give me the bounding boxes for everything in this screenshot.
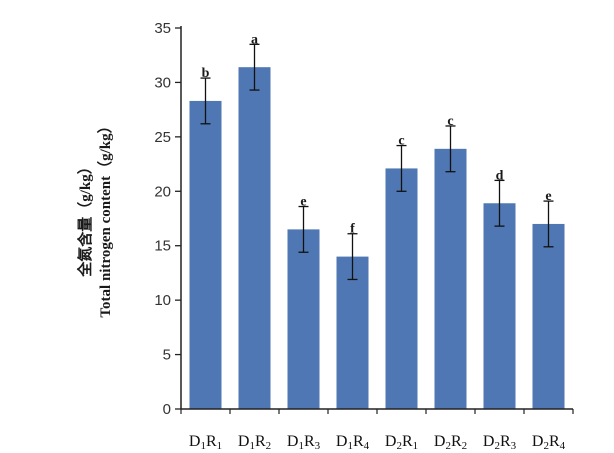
x-tick-label-D1R4: D1R4: [336, 433, 370, 452]
error-bar-D1R2: [249, 43, 260, 91]
significance-letter-D2R3: d: [496, 168, 504, 183]
error-bar-D2R1: [396, 144, 407, 192]
significance-letter-D1R1: b: [202, 66, 210, 81]
bar-D2R4: [532, 223, 565, 409]
x-axis-tick-labels: D1R1 D1R2 D1R3 D1R4 D2R1 D2R2 D2R3 D2R4: [189, 433, 566, 452]
bar-D1R3: [287, 229, 320, 409]
error-bar-D2R4: [543, 200, 554, 248]
significance-letters: b a e f c c d e: [202, 32, 552, 236]
error-bar-D2R3: [494, 179, 505, 227]
y-tick-label-35: 35: [154, 20, 171, 37]
bar-D1R4: [336, 256, 369, 409]
error-bar-D1R1: [200, 77, 211, 125]
x-tick-label-D2R2: D2R2: [434, 433, 467, 452]
axes: [180, 26, 574, 414]
y-tick-label-20: 20: [154, 183, 171, 200]
x-tick-label-D1R2: D1R2: [238, 433, 271, 452]
error-bar-D1R3: [298, 205, 309, 253]
y-tick-label-25: 25: [154, 129, 171, 146]
x-tick-label-D2R3: D2R3: [483, 433, 517, 452]
error-bars: [200, 43, 554, 281]
y-tick-label-30: 30: [154, 74, 171, 91]
x-tick-label-D2R4: D2R4: [532, 433, 566, 452]
bar-D2R2: [434, 148, 467, 409]
y-axis-label: 全氮含量（g/kg） Total nitrogen content（g/kg）: [76, 118, 114, 317]
bar-D2R3: [483, 203, 516, 409]
bar-D1R1: [189, 100, 222, 409]
y-axis-label-chinese: 全氮含量（g/kg）: [76, 159, 94, 278]
error-bar-D1R4: [347, 233, 358, 281]
x-tick-label-D1R3: D1R3: [287, 433, 321, 452]
y-tick-label-5: 5: [163, 347, 171, 364]
significance-letter-D1R4: f: [350, 222, 355, 237]
bar-D2R1: [385, 168, 418, 409]
bars: [189, 67, 565, 409]
significance-letter-D2R1: c: [398, 134, 404, 149]
x-tick-label-D1R1: D1R1: [189, 433, 222, 452]
significance-letter-D1R2: a: [251, 32, 258, 47]
significance-letter-D2R2: c: [447, 114, 453, 129]
significance-letter-D2R4: e: [545, 189, 551, 204]
y-axis-label-english: Total nitrogen content（g/kg）: [96, 118, 114, 317]
bar-D1R2: [238, 67, 271, 409]
significance-letter-D1R3: e: [300, 195, 306, 210]
y-tick-label-0: 0: [163, 401, 171, 418]
y-tick-label-10: 10: [154, 292, 171, 309]
y-axis-ticks: 0 5 10 15 20 25 30 35: [154, 20, 181, 418]
error-bar-D2R2: [445, 125, 456, 173]
y-tick-label-15: 15: [154, 238, 171, 255]
x-tick-label-D2R1: D2R1: [385, 433, 418, 452]
